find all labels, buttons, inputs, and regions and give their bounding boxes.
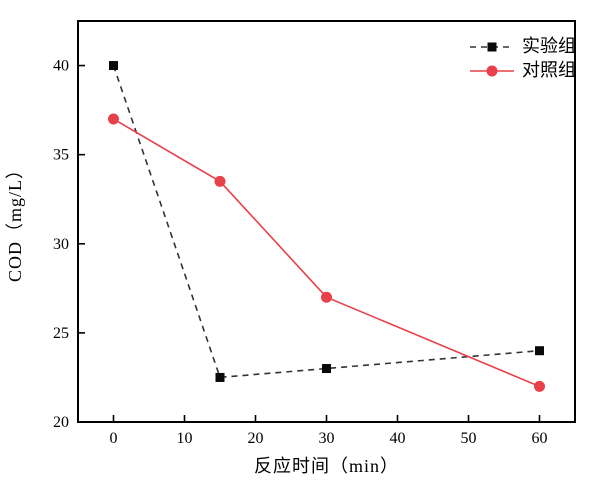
data-point-control: [108, 113, 119, 125]
x-tick-label: 20: [248, 430, 264, 447]
data-point-experimental: [109, 61, 118, 71]
data-point-control: [214, 175, 226, 187]
legend-item-experimental: 实验组: [469, 36, 576, 57]
control-series-marker-icon: [470, 65, 514, 76]
data-point-experimental: [535, 346, 544, 356]
series-line-experimental: [112, 65, 540, 379]
legend-item-control: 对照组: [469, 60, 576, 81]
x-tick-label: 10: [177, 430, 193, 447]
x-axis-label: 反应时间（min）: [253, 456, 399, 476]
legend-label-experimental: 实验组: [522, 36, 576, 56]
series-line-control: [113, 118, 540, 388]
data-point-experimental: [215, 372, 225, 382]
x-tick-label: 0: [110, 430, 118, 447]
legend-label-control: 对照组: [522, 60, 576, 80]
plot-frame: [77, 20, 576, 423]
x-tick-label: 30: [319, 430, 335, 447]
data-point-experimental: [322, 364, 331, 374]
y-tick-label: 30: [53, 236, 69, 253]
y-axis-label: COD（mg/L）: [5, 159, 25, 283]
y-tick-label: 20: [53, 414, 69, 431]
y-tick-label: 35: [53, 147, 69, 164]
y-tick-label: 40: [53, 58, 69, 75]
y-tick-label: 25: [53, 325, 69, 342]
x-tick-label: 50: [461, 430, 477, 447]
x-tick-label: 40: [390, 430, 406, 447]
experimental-series-marker-icon: [470, 42, 514, 51]
x-tick-label: 60: [532, 430, 548, 447]
legend: 实验组 对照组: [469, 36, 576, 81]
data-point-control: [321, 291, 332, 303]
data-point-control: [534, 380, 545, 392]
